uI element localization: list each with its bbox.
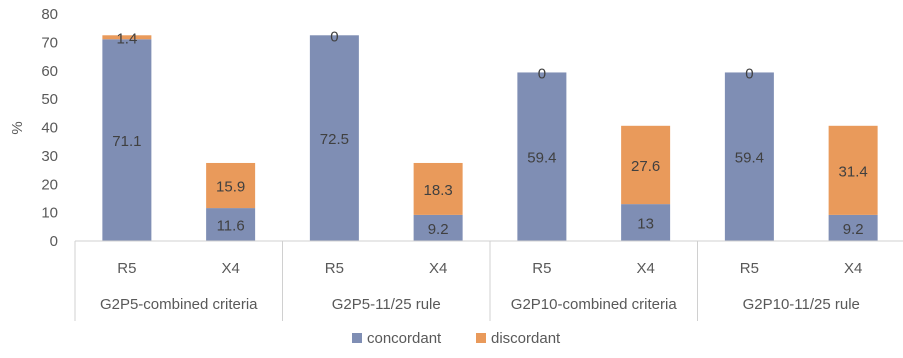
data-label-discordant: 0 bbox=[538, 65, 546, 82]
data-label-concordant: 13 bbox=[637, 216, 654, 233]
data-label-discordant: 0 bbox=[745, 65, 753, 82]
data-label-concordant: 9.2 bbox=[843, 221, 864, 238]
legend-swatch-discordant bbox=[476, 333, 486, 343]
x-tick-label: X4 bbox=[221, 260, 239, 277]
y-tick-label: 40 bbox=[41, 120, 58, 137]
y-axis-label: % bbox=[9, 121, 26, 134]
x-axis: R5 X4 R5 X4 R5 X4 R5 X4 G2P5-combined criteria G2… bbox=[74, 240, 903, 321]
bar-concordant bbox=[413, 214, 463, 241]
bar-concordant bbox=[206, 208, 256, 241]
y-tick-label: 10 bbox=[41, 205, 58, 222]
x-tick-label: R5 bbox=[740, 260, 759, 277]
data-label-concordant: 71.1 bbox=[112, 133, 141, 150]
bar-discordant bbox=[206, 162, 256, 209]
bar-discordant bbox=[102, 35, 152, 40]
data-label-discordant: 27.6 bbox=[631, 158, 660, 175]
group-label: G2P10-11/25 rule bbox=[743, 296, 860, 313]
legend-label-concordant: concordant bbox=[367, 330, 442, 347]
y-tick-label: 50 bbox=[41, 91, 58, 108]
y-axis: 0 10 20 30 40 50 60 70 80 bbox=[41, 6, 58, 250]
x-tick-label: X4 bbox=[844, 260, 862, 277]
data-label-concordant: 72.5 bbox=[320, 131, 349, 148]
data-label-discordant: 1.4 bbox=[116, 30, 137, 47]
y-tick-label: 60 bbox=[41, 63, 58, 80]
y-tick-label: 70 bbox=[41, 34, 58, 51]
data-label-concordant: 9.2 bbox=[428, 221, 449, 238]
legend-label-discordant: discordant bbox=[491, 330, 561, 347]
bar-concordant bbox=[309, 35, 359, 241]
data-label-discordant: 18.3 bbox=[424, 182, 453, 199]
x-tick-label: R5 bbox=[532, 260, 551, 277]
data-label-concordant: 11.6 bbox=[217, 218, 245, 235]
bar-concordant bbox=[621, 204, 671, 241]
y-tick-label: 20 bbox=[41, 176, 58, 193]
data-label-discordant: 0 bbox=[330, 28, 338, 45]
bar-concordant bbox=[517, 72, 567, 241]
data-label-discordant: 31.4 bbox=[839, 163, 868, 180]
x-tick-label: R5 bbox=[117, 260, 136, 277]
bar-concordant bbox=[828, 214, 878, 241]
bar-discordant bbox=[621, 125, 671, 205]
bar-concordant bbox=[102, 39, 152, 241]
group-label: G2P5-combined criteria bbox=[100, 296, 258, 313]
x-tick-label: X4 bbox=[429, 260, 447, 277]
bar-concordant bbox=[724, 72, 774, 241]
group-label: G2P5-11/25 rule bbox=[332, 296, 441, 313]
data-label-concordant: 59.4 bbox=[527, 150, 556, 167]
data-label-discordant: 15.9 bbox=[216, 179, 245, 196]
x-tick-label: X4 bbox=[636, 260, 654, 277]
x-tick-label: R5 bbox=[325, 260, 344, 277]
y-tick-label: 0 bbox=[50, 233, 58, 250]
data-label-concordant: 59.4 bbox=[735, 150, 764, 167]
legend-swatch-concordant bbox=[352, 333, 362, 343]
y-tick-label: 30 bbox=[41, 148, 58, 165]
group-label: G2P10-combined criteria bbox=[511, 296, 678, 313]
bars: 71.1 1.4 11.6 15.9 72.5 0 9.2 18.3 59.4 0 13 27.6 59… bbox=[102, 28, 878, 241]
bar-discordant bbox=[828, 125, 878, 215]
y-tick-label: 80 bbox=[41, 6, 58, 23]
bar-discordant bbox=[413, 162, 463, 215]
legend: concordant discordant bbox=[352, 330, 561, 347]
